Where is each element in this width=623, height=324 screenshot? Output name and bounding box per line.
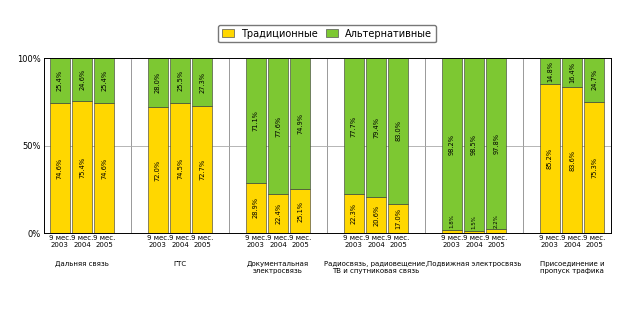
Text: 25.5%: 25.5% <box>177 70 183 91</box>
Text: 16.4%: 16.4% <box>569 62 575 83</box>
Text: 83.0%: 83.0% <box>395 121 401 142</box>
Text: 25.4%: 25.4% <box>57 70 63 91</box>
Text: 25.4%: 25.4% <box>102 70 107 91</box>
Bar <box>388 203 409 233</box>
Text: 98.2%: 98.2% <box>449 134 455 155</box>
Text: 27.3%: 27.3% <box>199 72 205 93</box>
Text: 71.1%: 71.1% <box>253 110 259 131</box>
Text: 83.6%: 83.6% <box>569 150 575 171</box>
Text: 1.8%: 1.8% <box>449 214 454 228</box>
Bar <box>268 194 288 233</box>
Bar <box>170 103 190 233</box>
Text: 85.2%: 85.2% <box>547 148 553 169</box>
Bar <box>192 106 212 233</box>
Text: 79.4%: 79.4% <box>373 117 379 138</box>
Bar <box>290 58 310 189</box>
Text: 74.6%: 74.6% <box>57 157 63 179</box>
Bar <box>72 58 92 101</box>
Bar <box>584 58 604 101</box>
Text: 75.4%: 75.4% <box>79 157 85 178</box>
Text: 74.6%: 74.6% <box>102 157 107 179</box>
Bar <box>344 194 364 233</box>
Text: 97.8%: 97.8% <box>493 133 499 154</box>
Bar <box>148 58 168 107</box>
Bar <box>50 58 70 103</box>
Text: 22.4%: 22.4% <box>275 203 281 224</box>
Text: 22.3%: 22.3% <box>351 203 357 224</box>
Text: 74.5%: 74.5% <box>177 157 183 179</box>
Text: 25.1%: 25.1% <box>297 201 303 222</box>
Bar <box>562 87 583 233</box>
Legend: Традиционные, Альтернативные: Традиционные, Альтернативные <box>218 25 436 42</box>
Text: 1.5%: 1.5% <box>472 215 477 229</box>
Bar <box>170 58 190 103</box>
Text: 72.7%: 72.7% <box>199 159 205 180</box>
Bar <box>245 183 266 233</box>
Bar <box>486 58 506 229</box>
Text: 24.7%: 24.7% <box>591 69 597 90</box>
Text: 17.0%: 17.0% <box>395 208 401 229</box>
Text: 28.9%: 28.9% <box>253 198 259 218</box>
Bar <box>464 231 484 233</box>
Bar <box>148 107 168 233</box>
Bar <box>486 229 506 233</box>
Bar <box>442 58 462 230</box>
Text: 2.2%: 2.2% <box>494 214 499 228</box>
Text: 77.6%: 77.6% <box>275 116 281 137</box>
Text: ГТС: ГТС <box>174 261 187 267</box>
Text: 72.0%: 72.0% <box>155 160 161 181</box>
Text: Присоединение и
пропуск трафика: Присоединение и пропуск трафика <box>540 261 604 274</box>
Bar <box>562 58 583 87</box>
Bar <box>72 101 92 233</box>
Bar <box>540 84 560 233</box>
Bar <box>290 189 310 233</box>
Text: 28.0%: 28.0% <box>155 72 161 93</box>
Bar <box>268 58 288 194</box>
Text: 20.6%: 20.6% <box>373 205 379 226</box>
Bar <box>442 230 462 233</box>
Text: 98.5%: 98.5% <box>471 134 477 155</box>
Bar <box>94 58 115 103</box>
Bar <box>366 197 386 233</box>
Bar <box>540 58 560 84</box>
Text: 74.9%: 74.9% <box>297 113 303 134</box>
Text: 77.7%: 77.7% <box>351 116 357 137</box>
Bar <box>344 58 364 194</box>
Bar <box>584 101 604 233</box>
Bar <box>50 103 70 233</box>
Text: Радиосвязь, радиовещение,
ТВ и спутниковая связь: Радиосвязь, радиовещение, ТВ и спутников… <box>325 261 428 274</box>
Bar <box>192 58 212 106</box>
Text: Документальная
электросвязь: Документальная электросвязь <box>247 261 309 274</box>
Bar <box>94 103 115 233</box>
Bar <box>245 58 266 183</box>
Bar <box>464 58 484 231</box>
Text: Подвижная электросвязь: Подвижная электросвязь <box>427 261 521 267</box>
Text: 24.6%: 24.6% <box>79 69 85 90</box>
Text: 14.8%: 14.8% <box>547 61 553 82</box>
Text: Дальняя связь: Дальняя связь <box>55 261 109 267</box>
Text: 75.3%: 75.3% <box>591 157 597 178</box>
Bar <box>366 58 386 197</box>
Bar <box>388 58 409 203</box>
